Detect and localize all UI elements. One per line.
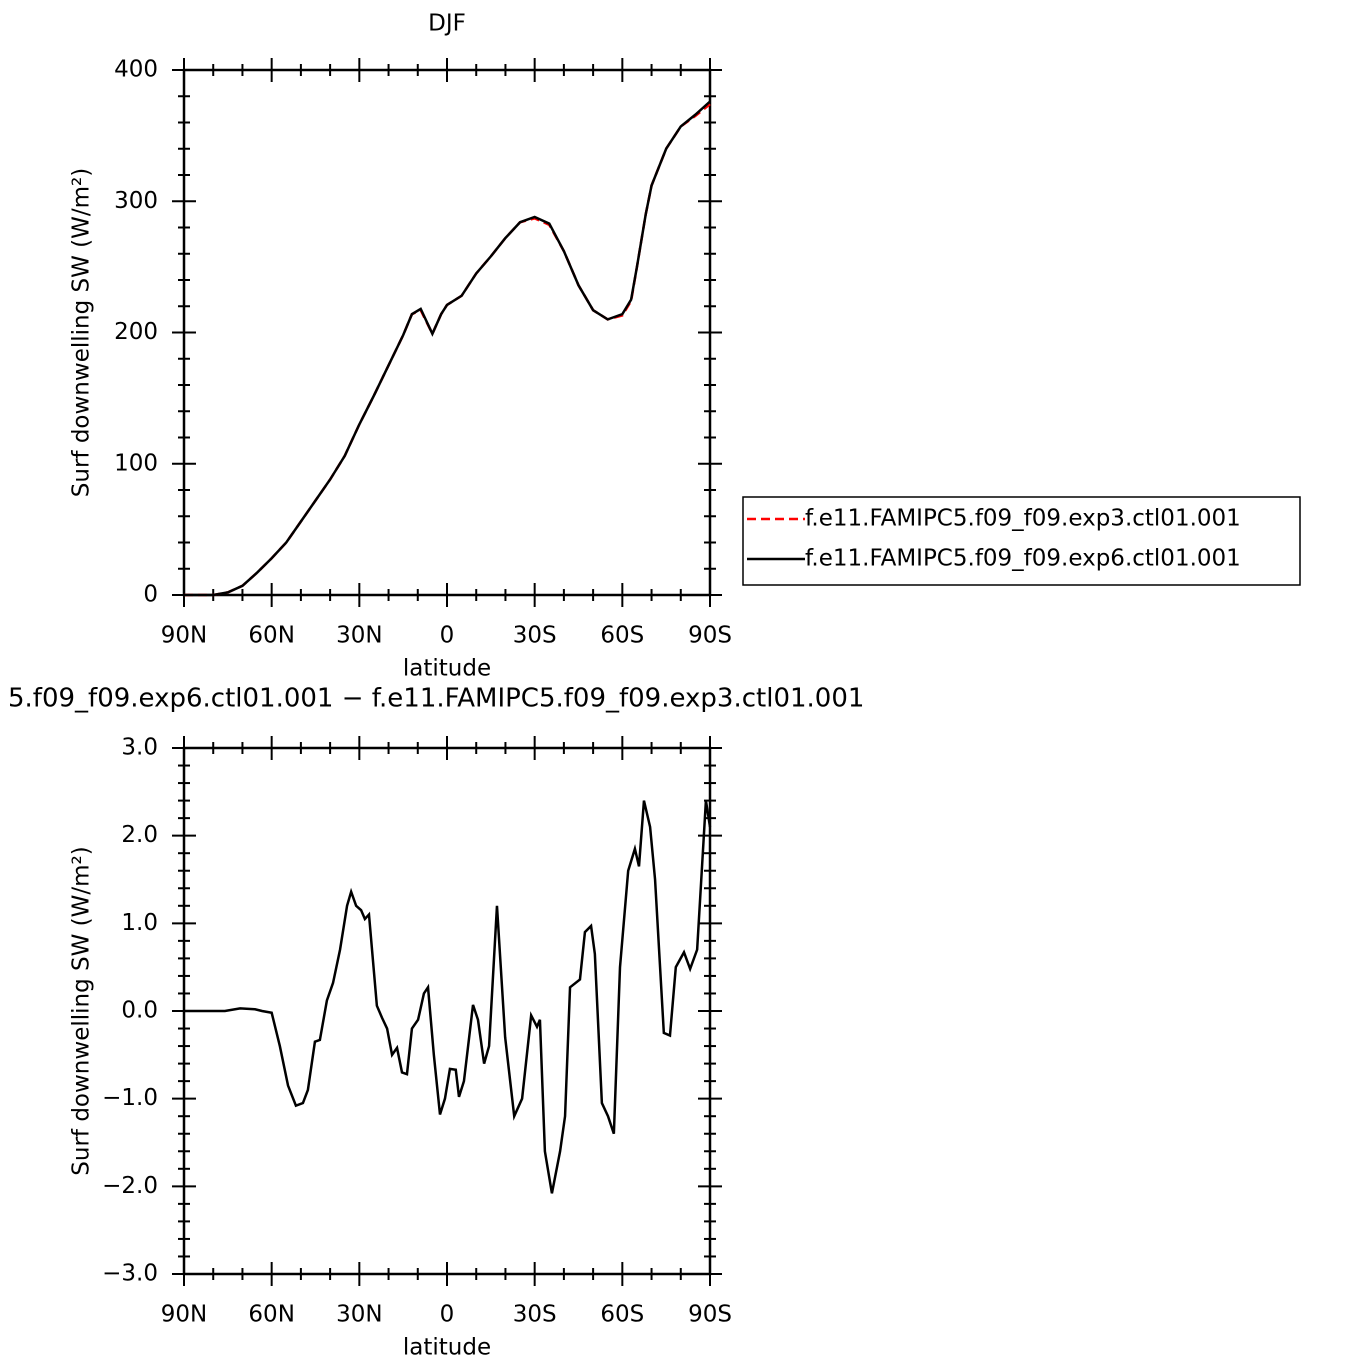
data-line — [184, 800, 712, 1194]
legend-box — [742, 496, 1301, 586]
x-tick-label: 30N — [336, 1302, 382, 1328]
chart-title: DJF — [428, 11, 466, 37]
x-axis-label: latitude — [403, 656, 491, 682]
y-tick-label: −1.0 — [102, 1085, 158, 1111]
y-tick-label: 300 — [114, 188, 158, 214]
x-tick-label: 90N — [161, 623, 207, 649]
y-tick-label: −2.0 — [102, 1173, 158, 1199]
y-axis-label: Surf downwelling SW (W/m²) — [69, 846, 95, 1175]
legend-label: f.e11.FAMIPC5.f09_f09.exp3.ctl01.001 — [805, 506, 1241, 532]
data-line — [184, 100, 711, 597]
x-tick-label: 90N — [161, 1302, 207, 1328]
y-tick-label: 0.0 — [121, 998, 158, 1024]
chart-title: 5.f09_f09.exp6.ctl01.001 − f.e11.FAMIPC5… — [8, 684, 864, 714]
x-tick-label: 60S — [600, 623, 644, 649]
x-axis-label: latitude — [403, 1335, 491, 1361]
legend-label: f.e11.FAMIPC5.f09_f09.exp6.ctl01.001 — [805, 546, 1241, 572]
y-tick-label: 2.0 — [121, 822, 158, 848]
y-tick-label: 0 — [143, 582, 158, 608]
y-tick-label: 400 — [114, 57, 158, 83]
x-tick-label: 0 — [440, 623, 455, 649]
y-tick-label: 200 — [114, 319, 158, 345]
x-tick-label: 0 — [440, 1302, 455, 1328]
x-tick-label: 60N — [248, 1302, 294, 1328]
plot-frame — [182, 68, 712, 597]
data-line — [184, 103, 711, 597]
x-tick-label: 60S — [600, 1302, 644, 1328]
y-tick-label: −3.0 — [102, 1261, 158, 1287]
y-tick-label: 100 — [114, 450, 158, 476]
x-tick-label: 30N — [336, 623, 382, 649]
x-tick-label: 30S — [513, 1302, 557, 1328]
x-tick-label: 90S — [688, 623, 732, 649]
y-axis-label: Surf downwelling SW (W/m²) — [69, 168, 95, 497]
x-tick-label: 60N — [248, 623, 294, 649]
x-tick-label: 30S — [513, 623, 557, 649]
y-tick-label: 3.0 — [121, 735, 158, 761]
y-tick-label: 1.0 — [121, 910, 158, 936]
x-tick-label: 90S — [688, 1302, 732, 1328]
